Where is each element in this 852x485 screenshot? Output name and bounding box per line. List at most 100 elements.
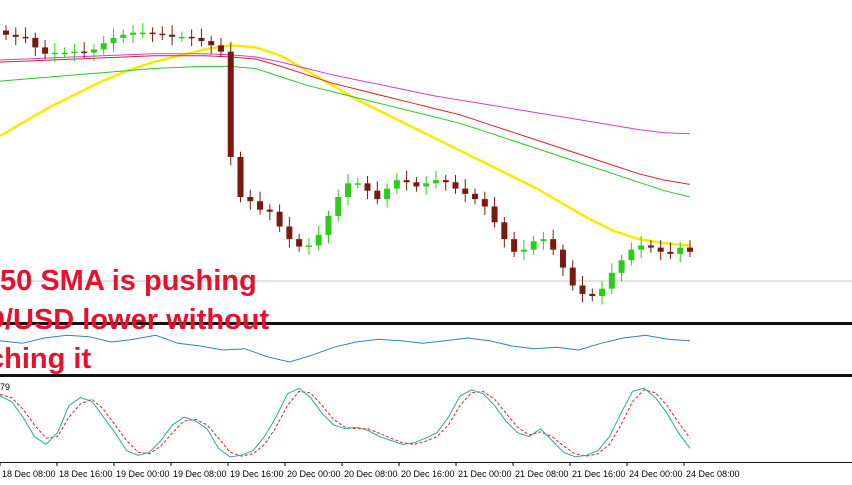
candle-55 <box>540 239 547 242</box>
candle-62 <box>608 272 615 289</box>
candle-61 <box>599 288 606 297</box>
x-tick-label-6: 20 Dec 08:00 <box>344 469 398 479</box>
moving-average-line-3 <box>0 65 691 198</box>
candle-60 <box>589 293 596 297</box>
annotation-line-1: 50 SMA is pushing <box>0 265 257 297</box>
candle-3 <box>32 37 39 48</box>
x-tick-label-1: 18 Dec 16:00 <box>59 469 113 479</box>
candle-65 <box>638 245 645 250</box>
candle-36 <box>354 183 361 185</box>
candle-0 <box>3 30 9 35</box>
candle-44 <box>432 180 439 184</box>
candle-35 <box>345 183 351 197</box>
candle-56 <box>550 239 557 250</box>
x-tick-label-11: 24 Dec 00:00 <box>629 469 683 479</box>
candle-15 <box>149 32 156 35</box>
oscillator-value-label: 79 <box>0 382 10 392</box>
x-tick-label-7: 20 Dec 16:00 <box>401 469 455 479</box>
candle-69 <box>677 247 684 254</box>
x-tick-label-8: 21 Dec 00:00 <box>458 469 512 479</box>
candle-18 <box>178 36 185 39</box>
panel-separator-bottom <box>0 462 852 463</box>
candle-45 <box>442 180 449 183</box>
candle-52 <box>511 239 518 252</box>
candle-38 <box>374 190 381 200</box>
candle-57 <box>559 249 566 268</box>
candle-22 <box>217 45 224 52</box>
annotation-line-3: ching it <box>0 343 92 375</box>
candle-53 <box>520 249 527 252</box>
x-axis-ticks: 18 Dec 08:00 18 Dec 16:00 19 Dec 00:00 19 D… <box>0 462 740 479</box>
candle-43 <box>423 183 430 187</box>
candle-4 <box>42 47 49 54</box>
candle-54 <box>530 241 537 250</box>
stochastic-main-line <box>0 387 691 458</box>
candle-37 <box>364 183 371 191</box>
candle-9 <box>90 49 97 53</box>
annotation-line-2: D/USD lower without <box>0 304 270 336</box>
candle-68 <box>667 251 674 254</box>
candle-20 <box>198 37 205 42</box>
candle-58 <box>569 267 576 286</box>
candle-14 <box>139 32 146 35</box>
candle-64 <box>628 249 635 261</box>
candle-17 <box>169 34 176 37</box>
candle-6 <box>61 52 68 55</box>
candle-19 <box>188 36 195 39</box>
candle-29 <box>286 226 293 240</box>
x-tick-label-2: 19 Dec 00:00 <box>116 469 170 479</box>
candle-59 <box>579 285 586 294</box>
x-tick-label-0: 18 Dec 08:00 <box>2 469 56 479</box>
moving-average-line-1 <box>0 53 691 135</box>
indicator-line <box>0 334 691 363</box>
candle-8 <box>81 51 88 54</box>
candle-67 <box>657 247 664 252</box>
candle-28 <box>276 211 283 227</box>
candle-30 <box>296 239 303 247</box>
candle-46 <box>452 182 459 189</box>
candle-70 <box>687 247 693 252</box>
candle-50 <box>491 206 498 223</box>
candle-63 <box>618 260 625 273</box>
candle-21 <box>208 41 215 46</box>
moving-average-line-0 <box>0 44 691 247</box>
x-tick-label-10: 21 Dec 16:00 <box>572 469 626 479</box>
candle-12 <box>120 34 127 38</box>
indicator-panel <box>0 334 691 363</box>
candle-34 <box>335 197 342 216</box>
candle-66 <box>647 245 654 248</box>
candle-26 <box>257 201 264 210</box>
candle-1 <box>12 34 19 37</box>
candle-41 <box>403 180 410 183</box>
x-tick-label-5: 20 Dec 00:00 <box>287 469 341 479</box>
candle-48 <box>472 193 479 200</box>
moving-averages <box>0 44 691 247</box>
candle-13 <box>130 32 137 35</box>
candle-25 <box>247 197 254 202</box>
candle-16 <box>159 33 166 36</box>
candle-27 <box>266 209 273 212</box>
candle-49 <box>481 199 488 207</box>
x-tick-label-4: 19 Dec 16:00 <box>230 469 284 479</box>
candle-23 <box>227 51 234 157</box>
candle-42 <box>413 182 420 187</box>
candle-39 <box>384 188 391 200</box>
panel-separator-2 <box>0 374 852 377</box>
stochastic-panel <box>0 387 691 458</box>
candle-2 <box>22 36 29 39</box>
moving-average-line-2 <box>0 55 691 185</box>
x-tick-label-3: 19 Dec 08:00 <box>173 469 227 479</box>
stochastic-signal-line <box>0 389 691 457</box>
x-tick-label-9: 21 Dec 08:00 <box>515 469 569 479</box>
candles <box>3 23 693 305</box>
candle-40 <box>393 180 400 189</box>
x-tick-label-12: 24 Dec 08:00 <box>686 469 740 479</box>
candle-33 <box>325 215 332 235</box>
candle-24 <box>237 156 244 197</box>
candle-11 <box>110 37 117 44</box>
candle-10 <box>100 43 107 50</box>
candle-31 <box>305 245 312 247</box>
candle-51 <box>501 222 508 240</box>
